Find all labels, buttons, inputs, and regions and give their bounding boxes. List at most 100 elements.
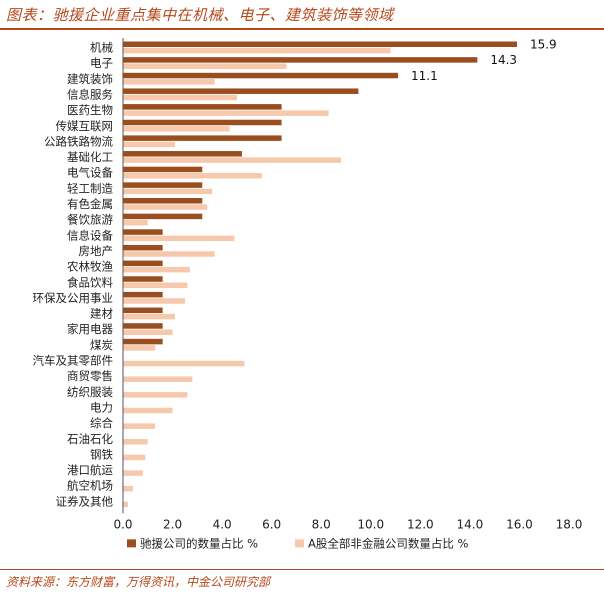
- bar-market-share: [123, 141, 176, 148]
- bar-market-share: [123, 345, 156, 351]
- bar-aid-share: [123, 244, 163, 251]
- x-tick-label: 10.0: [357, 517, 384, 531]
- category-label: 信息服务: [67, 87, 113, 101]
- legend-swatch: [295, 539, 304, 548]
- category-label: 综合: [90, 416, 113, 430]
- bar-market-share: [123, 235, 235, 242]
- legend-swatch: [127, 539, 136, 548]
- bar-market-share: [123, 407, 173, 414]
- bar-market-share: [123, 439, 148, 445]
- x-tick-label: 4.0: [213, 517, 232, 531]
- category-label: 港口航运: [67, 463, 113, 477]
- bar-market-share: [123, 486, 133, 492]
- bar-market-share: [123, 266, 190, 273]
- x-tick-label: 18.0: [556, 517, 583, 531]
- bar-aid-share: [123, 151, 242, 157]
- bar-market-share: [123, 423, 156, 429]
- bar-market-share: [123, 282, 188, 289]
- data-label: 15.9: [530, 38, 557, 52]
- category-label: 食品饮料: [67, 275, 113, 289]
- legend: 驰援公司的数量占比 % A股全部非金融公司数量占比 %: [127, 536, 469, 550]
- bar-aid-share: [123, 260, 163, 267]
- bar-market-share: [123, 360, 245, 367]
- legend-label: A股全部非金融公司数量占比 %: [308, 536, 469, 550]
- category-label: 基础化工: [67, 150, 113, 164]
- category-label: 电力: [90, 400, 113, 414]
- bar-market-share: [123, 219, 148, 226]
- bar-market-share: [123, 454, 146, 461]
- category-label: 纺织服装: [67, 385, 113, 399]
- bar-aid-share: [123, 213, 203, 220]
- x-axis: 0.0 2.0 4.0 6.0 8.0 10.0 12.0 14.0 16.0 18.0: [113, 38, 582, 531]
- bar-market-share: [123, 94, 237, 101]
- data-label: 11.1: [411, 69, 438, 83]
- bar-market-share: [123, 298, 185, 304]
- category-label: 有色金属: [67, 197, 113, 211]
- category-label: 汽车及其零部件: [33, 354, 114, 368]
- bar-market-share: [123, 376, 193, 382]
- category-label: 家用电器: [67, 322, 113, 336]
- category-label: 农林牧渔: [67, 260, 113, 274]
- bar-aid-share: [123, 135, 282, 141]
- bar-market-share: [123, 313, 176, 320]
- category-label: 钢铁: [90, 447, 113, 461]
- bar-aid-share: [123, 338, 163, 345]
- bar-aid-share: [123, 182, 203, 188]
- bar-market-share: [123, 251, 215, 257]
- bar-market-share: [123, 470, 143, 476]
- source-divider: [0, 569, 604, 570]
- bar-aid-share: [123, 57, 478, 63]
- bar-market-share: [123, 157, 342, 163]
- category-label: 建材: [90, 307, 113, 321]
- chart-title-bar: 图表：驰援企业重点集中在机械、电子、建筑装饰等领域: [0, 0, 604, 30]
- bar-aid-share: [123, 41, 517, 47]
- category-label: 电子: [90, 56, 113, 70]
- chart-title: 图表：驰援企业重点集中在机械、电子、建筑装饰等领域: [6, 6, 394, 24]
- x-tick-label: 0.0: [113, 517, 132, 531]
- x-tick-label: 14.0: [457, 517, 484, 531]
- bar-market-share: [123, 204, 208, 210]
- category-label: 医药生物: [67, 103, 113, 117]
- bar-chart: 15.9 14.3 11.1 机械电子建筑装饰信息服务医药生物传媒互联网公路铁路物流…: [33, 38, 583, 551]
- category-label: 航空机场: [67, 479, 113, 493]
- x-tick-label: 16.0: [506, 517, 533, 531]
- x-tick-label: 8.0: [312, 517, 331, 531]
- bar-aid-share: [123, 88, 359, 94]
- category-label: 餐饮旅游: [67, 213, 113, 227]
- legend-label: 驰援公司的数量占比 %: [140, 536, 258, 550]
- bars-layer: 15.9 14.3 11.1: [123, 38, 557, 508]
- category-label: 机械: [90, 41, 113, 55]
- data-label: 14.3: [490, 53, 517, 67]
- category-label: 煤炭: [90, 338, 113, 352]
- bar-market-share: [123, 329, 173, 335]
- category-label: 轻工制造: [67, 181, 113, 195]
- bar-market-share: [123, 188, 213, 195]
- bar-market-share: [123, 63, 287, 69]
- title-divider: [0, 28, 604, 30]
- bar-aid-share: [123, 198, 203, 204]
- category-label: 石油石化: [67, 432, 113, 446]
- bar-aid-share: [123, 229, 163, 235]
- bar-aid-share: [123, 72, 399, 79]
- bar-aid-share: [123, 119, 282, 126]
- bar-aid-share: [123, 307, 163, 314]
- source-note: 资料来源：东方财富，万得资讯，中金公司研究部: [6, 575, 271, 589]
- category-label: 证券及其他: [56, 494, 114, 508]
- bar-aid-share: [123, 166, 203, 173]
- bar-aid-share: [123, 276, 163, 282]
- category-label: 商贸零售: [67, 369, 113, 383]
- category-label: 信息设备: [67, 228, 113, 242]
- bar-market-share: [123, 126, 230, 132]
- bar-market-share: [123, 392, 188, 398]
- bar-market-share: [123, 47, 391, 54]
- bar-market-share: [123, 110, 329, 116]
- bar-market-share: [123, 79, 215, 85]
- category-label: 传媒互联网: [56, 119, 114, 133]
- x-tick-label: 2.0: [163, 517, 182, 531]
- bar-aid-share: [123, 291, 163, 298]
- category-labels: 机械电子建筑装饰信息服务医药生物传媒互联网公路铁路物流基础化工电气设备轻工制造有…: [33, 41, 114, 509]
- bar-market-share: [123, 173, 262, 179]
- category-label: 房地产: [79, 244, 114, 258]
- bar-market-share: [123, 501, 128, 508]
- bar-aid-share: [123, 323, 163, 329]
